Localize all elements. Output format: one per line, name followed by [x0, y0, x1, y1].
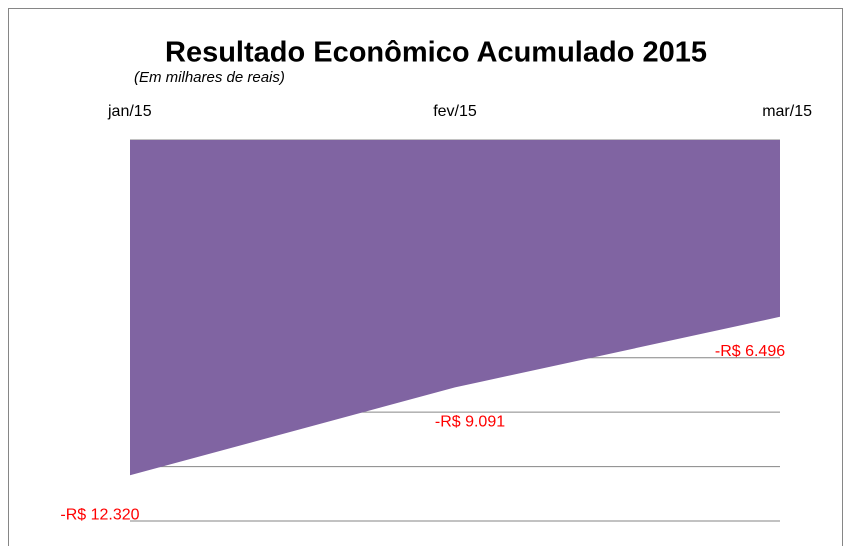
area: [130, 140, 780, 476]
data-label: -R$ 12.320: [60, 506, 139, 523]
x-tick-label: fev/15: [433, 103, 477, 120]
data-label: -R$ 9.091: [435, 414, 505, 431]
x-tick-label: jan/15: [107, 103, 152, 120]
chart-subtitle: (Em milhares de reais): [134, 69, 285, 86]
chart-title: Resultado Econômico Acumulado 2015: [165, 37, 707, 69]
data-label: -R$ 6.496: [715, 343, 785, 360]
x-tick-label: mar/15: [762, 103, 812, 120]
